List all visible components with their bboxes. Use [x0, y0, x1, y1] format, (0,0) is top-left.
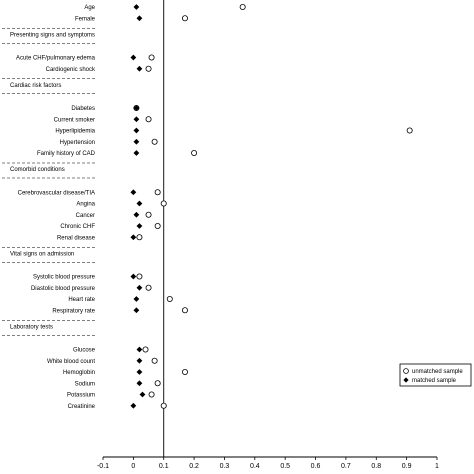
legend-unmatched-marker [403, 368, 409, 374]
unmatched-point [154, 189, 161, 196]
row-label: Sodium [75, 381, 95, 387]
x-tick-label: 0.8 [371, 463, 381, 470]
section-header: Laboratory tests [10, 324, 53, 330]
unmatched-point [154, 222, 161, 229]
matched-point [133, 127, 140, 134]
section-header: Vital signs on admission [10, 251, 74, 257]
matched-point [136, 15, 143, 22]
unmatched-point [151, 357, 158, 364]
matched-point [139, 391, 146, 398]
legend-label: unmatched sample [412, 369, 463, 375]
x-tick-label: 0.4 [250, 463, 260, 470]
matched-point [133, 4, 140, 10]
row-label: Acute CHF/pulmonary edema [16, 56, 96, 62]
row-label: White blood count [47, 359, 95, 365]
section-header: Presenting signs and symptoms [10, 32, 95, 38]
matched-point [133, 138, 140, 145]
unmatched-point [181, 307, 188, 314]
row-label: Cancer [76, 213, 95, 219]
x-tick-label: 0.9 [402, 463, 412, 470]
row-label: Glucose [73, 348, 96, 354]
matched-point [130, 54, 137, 61]
matched-point [136, 65, 143, 72]
matched-point [133, 211, 140, 218]
x-tick-label: 0.2 [189, 463, 199, 470]
row-label: Creatinine [68, 404, 96, 410]
unmatched-point [148, 391, 155, 398]
row-label: Hyperlipidemia [55, 129, 95, 135]
unmatched-point [160, 402, 167, 409]
row-label: Current smoker [54, 117, 95, 123]
matched-point [136, 223, 143, 229]
unmatched-point [136, 234, 143, 241]
unmatched-point [145, 116, 152, 123]
row-label: Diastolic blood pressure [31, 286, 96, 292]
matched-point [133, 150, 140, 156]
unmatched-point [239, 4, 246, 10]
row-label: Renal disease [57, 235, 96, 241]
matched-point [133, 296, 140, 302]
x-tick-label: 0.3 [220, 463, 230, 470]
row-label: Angina [76, 202, 95, 208]
unmatched-point [191, 149, 198, 156]
unmatched-point [145, 284, 152, 291]
unmatched-point [145, 65, 152, 72]
legend-label: matched sample [412, 378, 457, 384]
x-tick-label: 0.6 [311, 463, 321, 470]
matched-point [136, 284, 143, 291]
x-tick-label: 0.7 [341, 463, 351, 470]
unmatched-point [154, 380, 161, 387]
matched-point [136, 380, 143, 387]
row-label: Cerebrovascular disease/TIA [18, 190, 95, 196]
row-label: Respiratory rate [52, 308, 95, 314]
section-separators [2, 27, 97, 336]
matched-point [130, 234, 137, 241]
unmatched-point [166, 295, 173, 302]
x-tick-label: 1 [435, 463, 439, 470]
matched-point [130, 273, 137, 280]
row-label: Heart rate [68, 297, 95, 303]
unmatched-point [406, 127, 413, 134]
x-tick-label: 0.1 [159, 463, 169, 470]
unmatched-point [145, 211, 152, 218]
matched-point [133, 307, 140, 314]
row-label: Age [84, 5, 95, 11]
x-axis: -0.1 0 0.1 0.2 0.3 0.4 0.5 0.6 0.7 0.8 0.9 1 [97, 456, 439, 470]
row-label: Systolic blood pressure [33, 275, 96, 281]
unmatched-point [160, 200, 167, 207]
data-points [130, 4, 413, 409]
legend: unmatched sample matched sample [399, 363, 472, 387]
row-label: Cardiogenic shock [46, 67, 96, 73]
x-tick-label: 0.5 [280, 463, 290, 470]
unmatched-point [142, 346, 149, 353]
x-tick-label: 0 [131, 463, 135, 470]
row-label: Hemoglobin [63, 370, 95, 376]
row-label: Chronic CHF [60, 224, 95, 230]
matched-point [130, 402, 137, 409]
matched-point [136, 346, 143, 353]
matched-point [136, 369, 143, 375]
unmatched-point [148, 54, 155, 61]
matched-point [133, 105, 140, 111]
matched-point [133, 116, 140, 123]
legend-matched-marker [403, 377, 409, 383]
section-header: Comorbid conditions [10, 167, 65, 173]
x-tick-label: -0.1 [97, 463, 109, 470]
matched-point [130, 189, 137, 196]
unmatched-point [181, 368, 188, 375]
row-label: Family history of CAD [37, 151, 96, 157]
unmatched-point [136, 273, 143, 280]
unmatched-point [181, 15, 188, 22]
row-label: Female [75, 16, 96, 22]
row-label: Hypertension [60, 140, 95, 146]
matched-point [136, 200, 143, 207]
section-header: Cardiac risk factors [10, 83, 61, 89]
row-label: Diabetes [71, 106, 95, 112]
legend-box [399, 363, 472, 387]
row-labels: Age Female Presenting signs and symptoms Ac… [10, 5, 96, 410]
matched-point [136, 357, 143, 364]
row-label: Potassium [67, 393, 95, 399]
unmatched-point [151, 138, 158, 145]
